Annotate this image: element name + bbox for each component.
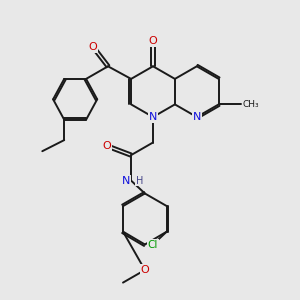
Text: H: H [136, 176, 143, 186]
Text: N: N [122, 176, 130, 186]
Text: O: O [148, 36, 158, 46]
Text: N: N [193, 112, 201, 122]
Text: Cl: Cl [148, 239, 158, 250]
Text: CH₃: CH₃ [242, 100, 259, 109]
Text: O: O [102, 141, 111, 151]
Text: O: O [140, 265, 149, 275]
Text: N: N [149, 112, 157, 122]
Text: O: O [88, 42, 98, 52]
